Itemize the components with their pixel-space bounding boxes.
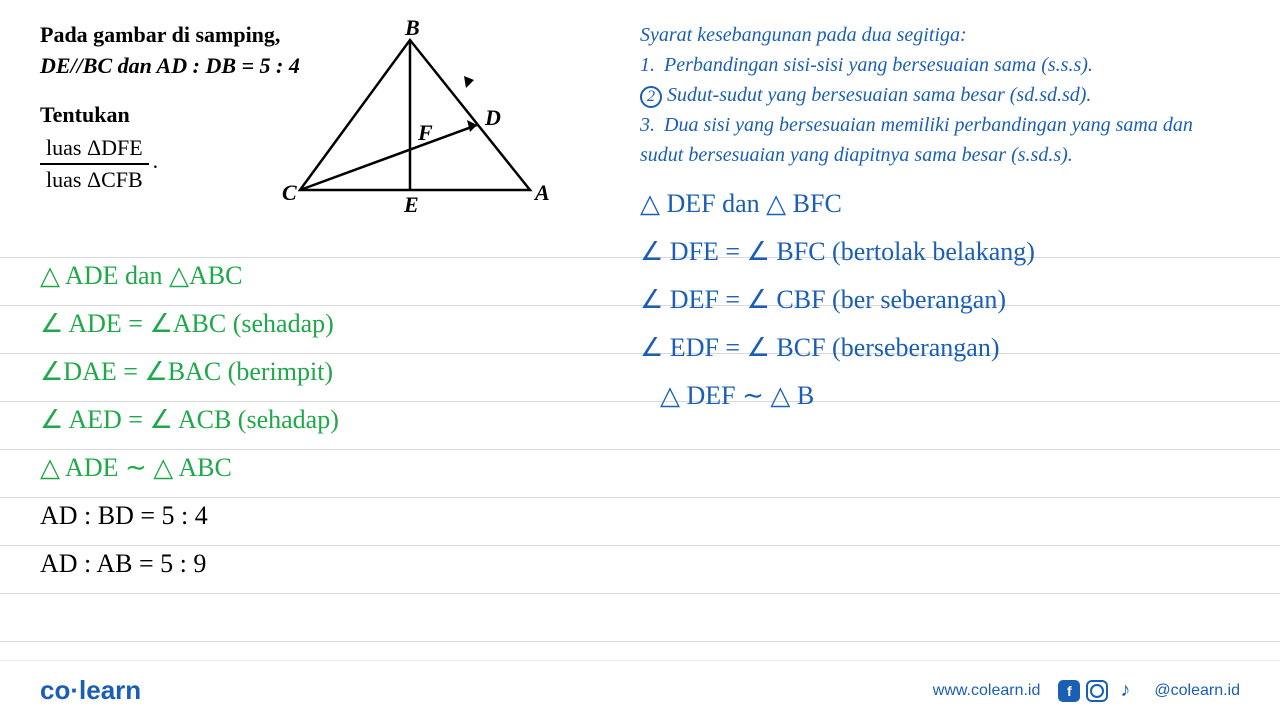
triangle-diagram: B C A D E F <box>270 20 570 220</box>
problem-line1: Pada gambar di samping, <box>40 22 280 47</box>
fraction-dot: . <box>153 148 159 174</box>
label-D: D <box>484 105 501 130</box>
label-F: F <box>417 120 433 145</box>
hw-left-2: ∠ ADE = ∠ABC (sehadap) <box>40 300 334 348</box>
hw-left-5: △ ADE ∼ △ ABC <box>40 444 232 492</box>
footer: co·learn www.colearn.id f ♪ @colearn.id <box>0 660 1280 720</box>
label-E: E <box>403 192 419 217</box>
facebook-icon: f <box>1058 680 1080 702</box>
logo: co·learn <box>40 675 141 706</box>
hw-left-1: △ ADE dan △ABC <box>40 252 243 300</box>
logo-co: co <box>40 675 70 705</box>
tiktok-icon: ♪ <box>1114 680 1136 702</box>
hw-left-6: AD : BD = 5 : 4 <box>40 492 208 540</box>
syarat-block: Syarat kesebangunan pada dua segitiga: 1… <box>640 20 1240 170</box>
label-C: C <box>282 180 297 205</box>
hw-right-5: △ DEF ∼ △ B <box>660 372 814 420</box>
fraction-numerator: luas ΔDFE <box>40 133 149 165</box>
hw-right-2: ∠ DFE = ∠ BFC (bertolak belakang) <box>640 228 1035 276</box>
footer-handle: @colearn.id <box>1154 682 1240 700</box>
hw-right-3: ∠ DEF = ∠ CBF (ber seberangan) <box>640 276 1006 324</box>
syarat-title: Syarat kesebangunan pada dua segitiga: <box>640 20 1240 50</box>
hw-right-4: ∠ EDF = ∠ BCF (berseberangan) <box>640 324 1000 372</box>
syarat-circled-2: 2 <box>640 86 662 108</box>
label-B: B <box>404 20 420 40</box>
logo-dot: · <box>70 675 79 705</box>
social-icons: f ♪ <box>1058 680 1136 702</box>
problem-line2: DE//BC dan AD : DB = 5 : 4 <box>40 53 300 78</box>
fraction: luas ΔDFE luas ΔCFB <box>40 133 149 195</box>
syarat-item-2: Sudut-sudut yang bersesuaian sama besar … <box>667 84 1091 106</box>
instagram-icon <box>1086 680 1108 702</box>
hw-left-7: AD : AB = 5 : 9 <box>40 540 206 588</box>
syarat-item-3: Dua sisi yang bersesuaian memiliki perba… <box>640 114 1193 166</box>
hw-left-4: ∠ AED = ∠ ACB (sehadap) <box>40 396 339 444</box>
syarat-item-1: Perbandingan sisi-sisi yang bersesuaian … <box>664 54 1093 76</box>
logo-learn: learn <box>79 675 141 705</box>
footer-url: www.colearn.id <box>933 682 1041 700</box>
fraction-denominator: luas ΔCFB <box>40 165 149 195</box>
hw-right-1: △ DEF dan △ BFC <box>640 180 842 228</box>
label-A: A <box>533 180 550 205</box>
hw-left-3: ∠DAE = ∠BAC (berimpit) <box>40 348 333 396</box>
